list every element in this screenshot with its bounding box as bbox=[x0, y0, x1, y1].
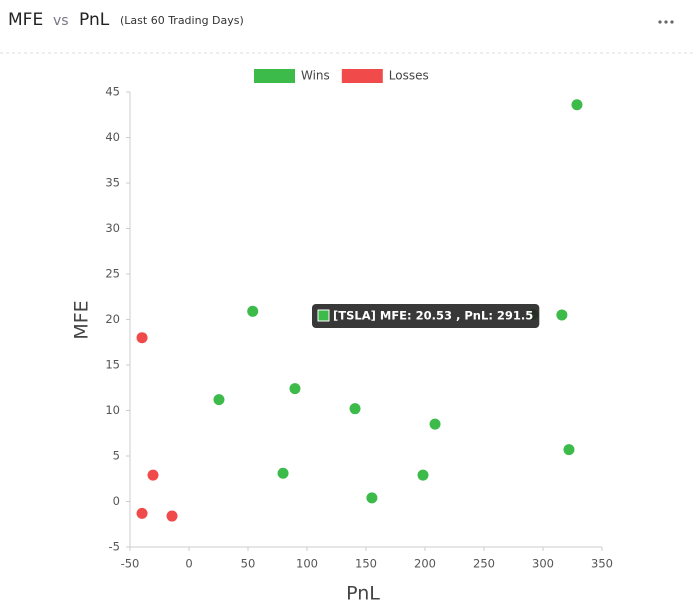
tooltip-text: [TSLA] MFE: 20.53 , PnL: 291.5 bbox=[333, 309, 533, 323]
y-tick-label: 25 bbox=[105, 267, 120, 281]
y-tick-label: 35 bbox=[105, 176, 120, 190]
y-axis-title: MFE bbox=[71, 300, 93, 339]
x-tick-label: 50 bbox=[241, 557, 256, 571]
legend-label: Wins bbox=[301, 69, 330, 83]
x-tick-label: 0 bbox=[185, 557, 192, 571]
point bbox=[213, 394, 225, 406]
point bbox=[563, 444, 575, 456]
point bbox=[166, 510, 178, 522]
legend-swatch bbox=[341, 69, 383, 83]
menu-icon[interactable] bbox=[658, 20, 674, 24]
point bbox=[247, 305, 259, 317]
y-tick-label: 40 bbox=[105, 130, 120, 144]
point bbox=[556, 309, 568, 321]
tooltip: [TSLA] MFE: 20.53 , PnL: 291.5 bbox=[312, 304, 540, 328]
y-tick-label: 20 bbox=[105, 312, 120, 326]
point bbox=[366, 492, 378, 504]
x-tick-label: 100 bbox=[296, 557, 318, 571]
point bbox=[571, 99, 583, 111]
legend-swatch bbox=[254, 69, 295, 83]
point bbox=[136, 507, 148, 519]
x-tick-label: 250 bbox=[473, 557, 495, 571]
x-tick-label: 300 bbox=[532, 557, 554, 571]
x-tick-label: 150 bbox=[355, 557, 377, 571]
y-tick-label: 0 bbox=[113, 494, 120, 508]
y-tick-label: 45 bbox=[105, 85, 120, 99]
y-tick-label: -5 bbox=[109, 540, 120, 554]
tooltip-bg bbox=[312, 304, 540, 328]
title-vs: vs bbox=[53, 13, 69, 29]
subtitle: (Last 60 Trading Days) bbox=[120, 14, 244, 27]
x-tick-label: 350 bbox=[591, 557, 613, 571]
point bbox=[289, 383, 301, 395]
legend-label: Losses bbox=[389, 69, 429, 83]
title: MFE bbox=[8, 10, 43, 30]
y-tick-label: 10 bbox=[105, 403, 120, 417]
y-tick-label: 30 bbox=[105, 221, 120, 235]
point bbox=[417, 469, 429, 481]
y-tick-label: 5 bbox=[113, 449, 120, 463]
title-pnl: PnL bbox=[79, 10, 110, 30]
tooltip-swatch bbox=[317, 309, 330, 322]
point bbox=[429, 418, 441, 430]
x-tick-label: 200 bbox=[414, 557, 436, 571]
x-tick-label: -50 bbox=[121, 557, 140, 571]
x-axis-title: PnL bbox=[346, 583, 380, 605]
y-tick-label: 15 bbox=[105, 358, 120, 372]
point bbox=[136, 332, 148, 344]
point bbox=[349, 403, 361, 415]
point bbox=[277, 467, 289, 479]
point bbox=[147, 469, 159, 481]
